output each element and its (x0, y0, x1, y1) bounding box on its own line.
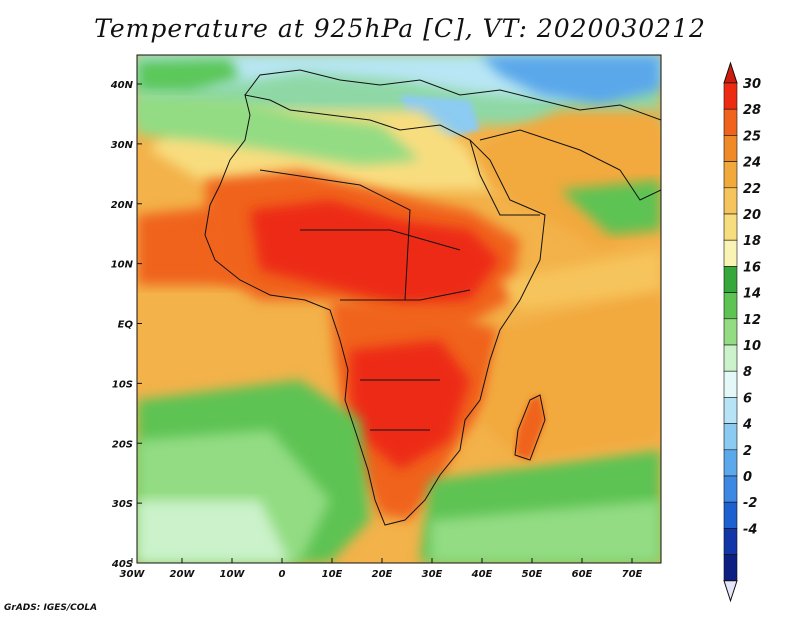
lat-tick-label: EQ (118, 320, 134, 331)
colorbar-label: 18 (743, 234, 761, 249)
colorbar-label: 16 (743, 260, 761, 275)
colorbar-swatch (723, 135, 738, 162)
colorbar-swatch (723, 554, 738, 582)
colorbar-swatch (723, 528, 738, 555)
lon-tick-label: 50E (522, 569, 543, 580)
lat-tick-label: 30N (111, 140, 134, 151)
colorbar-label: 30 (743, 77, 761, 92)
colorbar-bottom-arrow (723, 580, 738, 603)
colorbar-swatch (723, 370, 738, 398)
plot-frame (136, 54, 662, 564)
coastlines (204, 69, 661, 526)
colorbar-label: 14 (743, 287, 761, 302)
lat-tick-label: 30S (112, 499, 133, 510)
lat-tick-label: 10N (111, 260, 134, 271)
colorbar-label: 20 (743, 208, 761, 223)
lon-tick-label: 60E (572, 569, 593, 580)
lon-tick-label: 70E (622, 569, 643, 580)
lat-tick-label: 20N (111, 200, 134, 211)
colorbar-swatch (723, 475, 738, 503)
lon-tick-label: 40E (471, 569, 493, 580)
colorbar-label: 8 (743, 365, 752, 380)
lon-tick-label: 30E (422, 569, 443, 580)
colorbar-swatch (723, 82, 738, 110)
colorbar-swatch (723, 397, 738, 424)
lat-tick-label: 40S (111, 559, 133, 570)
colorbar-top-arrow (723, 61, 738, 84)
colorbar-label: 4 (742, 418, 752, 433)
axis-ticks: 30W 20W 10W 0 10E 20E 30E 40E 50E 60E 70E 40N 30N 20N… (110, 80, 643, 580)
colorbar-swatch (723, 449, 738, 477)
colorbar-label: 22 (743, 182, 761, 197)
colorbar-swatch (723, 108, 738, 136)
colorbar-label: 28 (743, 103, 761, 118)
lat-tick-label: 40N (110, 80, 134, 91)
colorbar-label: -2 (743, 496, 757, 511)
lon-tick-label: 20W (170, 569, 196, 580)
chart-title: Temperature at 925hPa [C], VT: 202003021… (94, 14, 706, 43)
colorbar-label: -4 (743, 522, 757, 537)
colorbar-label: 25 (743, 129, 761, 144)
colorbar-label: 0 (743, 470, 752, 485)
temperature-field (137, 55, 661, 563)
lat-tick-label: 20S (112, 439, 133, 450)
colorbar-swatch (723, 501, 738, 529)
colorbar-label: 24 (743, 156, 761, 171)
lon-tick-label: 20E (372, 569, 393, 580)
colorbar-label: 2 (743, 444, 752, 459)
colorbar-swatch (723, 266, 738, 293)
colorbar-swatch (723, 213, 738, 241)
colorbar-swatch (723, 292, 738, 320)
colorbar-label: 10 (743, 339, 761, 354)
lon-tick-label: 10W (220, 569, 246, 580)
colorbar-swatch (723, 187, 738, 215)
grads-credit: GrADS: IGES/COLA (4, 603, 98, 613)
colorbar-label: 12 (743, 313, 761, 328)
colorbar-swatch (723, 423, 738, 451)
colorbar-swatch (723, 344, 738, 372)
lon-tick-label: 0 (279, 569, 286, 580)
colorbar-swatch (723, 318, 738, 346)
lon-tick-label: 10E (322, 569, 343, 580)
colorbar-swatch (723, 239, 738, 267)
lat-tick-label: 10S (112, 379, 133, 390)
colorbar-swatch (723, 161, 738, 189)
colorbar-label: 6 (743, 391, 752, 406)
lon-tick-label: 30W (120, 569, 146, 580)
